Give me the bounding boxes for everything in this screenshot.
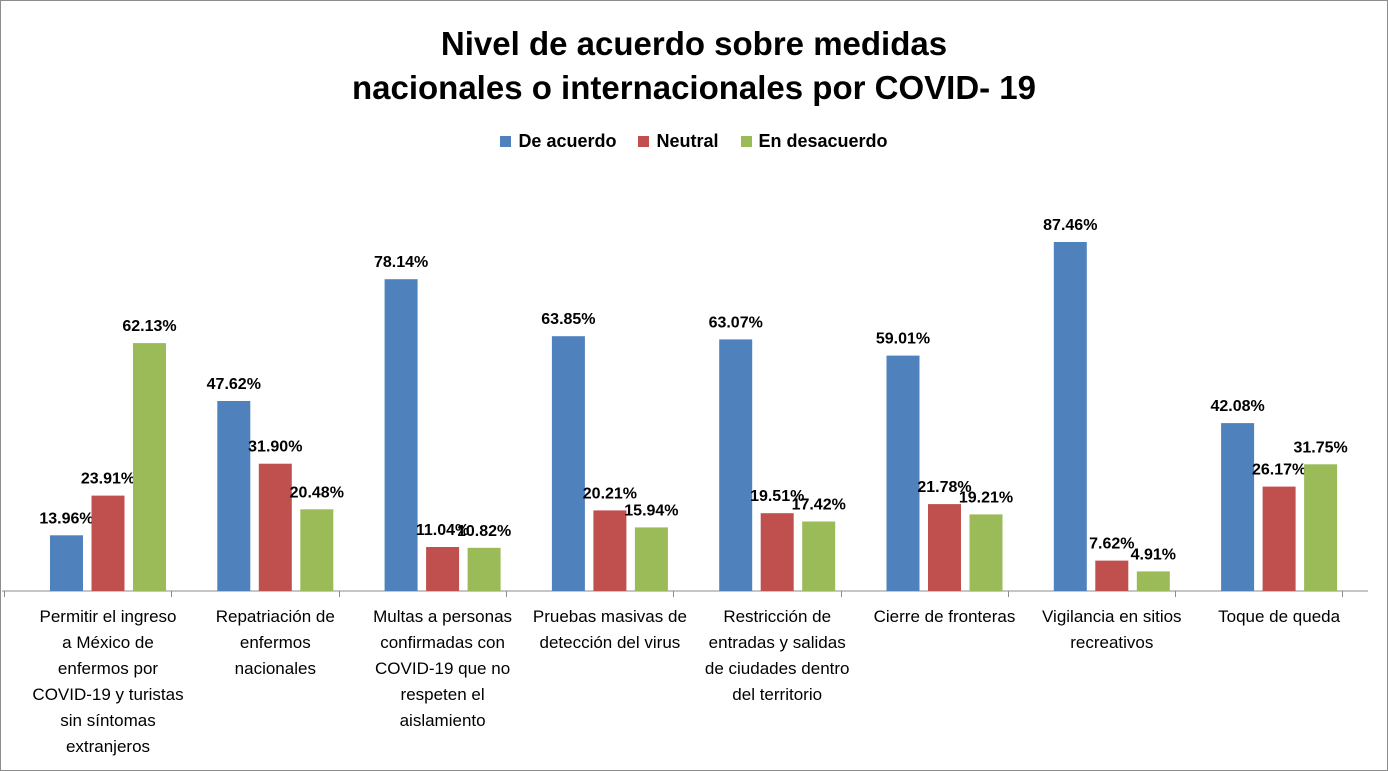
x-axis-label-line: Repatriación de [215, 607, 335, 626]
bar-en-desacuerdo-2 [467, 547, 501, 591]
data-label: 19.51% [750, 488, 804, 505]
x-axis-label-line: a México de [62, 633, 154, 652]
x-axis-label-line: Vigilancia en sitios [1042, 607, 1182, 626]
bar-neutral-7 [1262, 486, 1296, 591]
bar-neutral-5 [928, 504, 961, 591]
x-axis-label: Cierre de fronteras [860, 604, 1030, 630]
bar-de-acuerdo-4 [719, 339, 753, 591]
x-axis-label-line: aislamiento [399, 711, 486, 730]
data-label: 23.91% [81, 471, 135, 488]
bar-de-acuerdo-3 [551, 336, 585, 591]
x-axis-label-line: confirmadas con [380, 633, 505, 652]
x-axis-label-line: entradas y salidas [708, 633, 846, 652]
x-axis-label-line: enfermos [239, 633, 311, 652]
chart-title: Nivel de acuerdo sobre medidas nacionale… [0, 22, 1388, 110]
data-label: 31.90% [248, 439, 302, 456]
bar-de-acuerdo-0 [50, 535, 83, 591]
data-label: 19.21% [959, 489, 1013, 506]
data-label: 62.13% [122, 318, 176, 335]
data-label: 21.78% [917, 479, 971, 496]
data-label: 63.85% [541, 311, 595, 328]
data-label: 4.91% [1131, 546, 1176, 563]
data-label: 20.48% [290, 484, 344, 501]
data-label: 59.01% [876, 331, 930, 348]
data-label: 17.42% [792, 497, 846, 514]
x-axis-label-line: COVID-19 y turistas [32, 685, 184, 704]
data-label: 20.21% [583, 485, 637, 502]
data-label: 87.46% [1043, 217, 1097, 234]
x-axis-label: Multas a personas confirmadas con COVID-19… [358, 604, 528, 734]
legend-label-neutral: Neutral [656, 131, 719, 151]
data-label: 31.75% [1293, 439, 1347, 456]
x-axis-label: Toque de queda [1194, 604, 1364, 630]
x-axis-label-line: Multas a personas [373, 607, 513, 626]
x-axis-label-line: recreativos [1070, 633, 1154, 652]
bar-neutral-3 [593, 510, 627, 591]
legend: De acuerdo Neutral En desacuerdo [0, 131, 1388, 152]
legend-item-en-desacuerdo: En desacuerdo [740, 131, 888, 152]
x-axis-label-line: Restricción de [723, 607, 832, 626]
data-label: 42.08% [1210, 398, 1264, 415]
bar-de-acuerdo-2 [384, 279, 418, 591]
bar-en-desacuerdo-7 [1304, 464, 1338, 591]
x-axis-label-line: COVID-19 que no [375, 659, 511, 678]
legend-label-de-acuerdo: De acuerdo [518, 131, 617, 151]
data-label: 7.62% [1089, 536, 1134, 553]
bar-en-desacuerdo-5 [969, 514, 1003, 591]
bar-de-acuerdo-7 [1221, 423, 1255, 591]
data-label: 15.94% [624, 502, 678, 519]
data-label: 26.17% [1252, 462, 1306, 479]
legend-item-neutral: Neutral [638, 131, 719, 152]
x-axis-label-line: nacionales [234, 659, 316, 678]
x-axis-label-line: respeten el [400, 685, 485, 704]
bar-neutral-2 [426, 547, 460, 591]
x-axis-label-line: extranjeros [65, 737, 151, 756]
chart-title-line-2: nacionales o internacionales por COVID- … [351, 69, 1037, 106]
data-label: 11.04% [416, 522, 469, 539]
x-axis-label: Pruebas masivas de detección del virus [525, 604, 695, 656]
x-axis-label: Vigilancia en sitios recreativos [1027, 604, 1197, 656]
x-axis-label-line: Pruebas masivas de [532, 607, 687, 626]
legend-swatch-neutral [638, 136, 650, 147]
bar-en-desacuerdo-3 [634, 527, 668, 591]
legend-label-en-desacuerdo: En desacuerdo [758, 131, 888, 151]
legend-swatch-de-acuerdo [500, 136, 512, 147]
x-axis-label-line: enfermos por [57, 659, 159, 678]
bar-neutral-1 [258, 463, 292, 591]
bar-neutral-0 [91, 495, 125, 591]
bar-neutral-4 [760, 513, 794, 591]
x-axis-label: Permitir el ingreso a México de enfermos p… [23, 604, 193, 760]
bar-neutral-6 [1095, 560, 1129, 591]
x-axis-label-line: detección del virus [539, 633, 681, 652]
x-axis-label-line: del territorio [732, 685, 823, 704]
legend-swatch-en-desacuerdo [740, 136, 752, 147]
chart-title-line-1: Nivel de acuerdo sobre medidas [440, 25, 948, 62]
bar-en-desacuerdo-6 [1136, 571, 1170, 591]
data-label: 78.14% [374, 254, 428, 271]
x-axis-label-line: Toque de queda [1218, 607, 1341, 626]
data-label: 47.62% [207, 376, 261, 393]
bar-de-acuerdo-1 [217, 401, 251, 591]
data-label: 63.07% [709, 314, 763, 331]
x-axis-label-line: Cierre de fronteras [873, 607, 1016, 626]
bar-en-desacuerdo-1 [300, 509, 334, 591]
x-axis-label-line: sin síntomas [60, 711, 156, 730]
legend-item-de-acuerdo: De acuerdo [500, 131, 616, 152]
x-axis-label: Restricción de entradas y salidas de ciuda… [692, 604, 862, 708]
bar-en-desacuerdo-4 [802, 521, 836, 591]
x-axis-label: Repatriación de enfermos nacionales [190, 604, 360, 682]
bar-en-desacuerdo-0 [133, 343, 166, 591]
data-label: 13.96% [39, 510, 93, 527]
data-label: 10.82% [457, 523, 511, 540]
bar-de-acuerdo-6 [1053, 242, 1087, 591]
bar-de-acuerdo-5 [886, 355, 920, 591]
x-axis-label-line: Permitir el ingreso [39, 607, 177, 626]
x-axis-label-line: de ciudades dentro [704, 659, 850, 678]
